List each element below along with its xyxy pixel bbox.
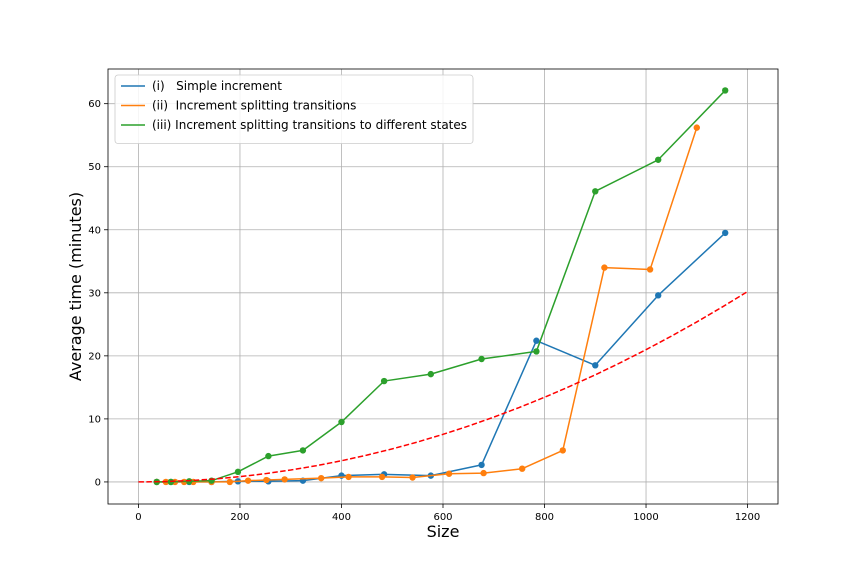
y-axis-title: Average time (minutes) xyxy=(66,192,85,381)
y-tick-label: 0 xyxy=(95,477,101,488)
series-2-point xyxy=(244,477,252,484)
series-2 xyxy=(153,124,700,486)
legend-label: (iii) Increment splitting transitions to… xyxy=(152,118,467,132)
axis-ticks: 0 200 400 600 800 1000 1200 0 10 20 30 40 50 60 xyxy=(88,99,760,523)
series-2-point xyxy=(480,469,487,477)
series-1-line xyxy=(156,232,726,483)
series-layer xyxy=(138,87,748,486)
series-3-point xyxy=(234,468,242,476)
series-2-point xyxy=(226,478,234,486)
series-3-point xyxy=(299,447,307,454)
series-4 xyxy=(138,290,748,483)
legend-item: (iii) Increment splitting transitions to… xyxy=(121,118,467,132)
series-1-point xyxy=(478,461,485,469)
series-1-point xyxy=(533,337,540,344)
legend-label: (i) Simple increment xyxy=(152,79,282,93)
y-tick-label: 20 xyxy=(88,351,101,362)
series-2-point xyxy=(263,476,270,484)
series-2-point xyxy=(317,474,325,482)
series-2-point xyxy=(445,470,453,477)
series-2-point xyxy=(601,264,608,271)
y-tick-label: 60 xyxy=(88,99,101,110)
trend-curve xyxy=(138,290,748,483)
series-3-point xyxy=(592,188,599,195)
x-tick-label: 600 xyxy=(433,512,452,523)
series-2-point xyxy=(559,447,566,454)
legend: (i) Simple increment (ii) Increment split… xyxy=(114,74,474,144)
series-1-point xyxy=(592,362,599,369)
legend-box xyxy=(114,74,474,144)
x-tick-label: 200 xyxy=(230,512,249,523)
series-3-point xyxy=(655,156,662,163)
series-3-line xyxy=(156,89,726,483)
series-3-point xyxy=(265,452,272,460)
series-2-point xyxy=(518,465,526,472)
x-tick-label: 400 xyxy=(332,512,351,523)
series-1-point xyxy=(655,292,662,299)
series-3-point xyxy=(380,377,388,385)
legend-item: (i) Simple increment xyxy=(121,79,282,93)
series-2-point xyxy=(345,473,352,481)
x-tick-label: 0 xyxy=(135,512,141,523)
series-3-point xyxy=(533,348,540,355)
series-2-point xyxy=(281,476,288,483)
series-3-point xyxy=(478,355,485,363)
series-3-point xyxy=(722,87,729,94)
series-2-point xyxy=(378,473,386,481)
series-3-point xyxy=(338,418,345,426)
legend-label: (ii) Increment splitting transitions xyxy=(152,99,356,113)
y-tick-label: 10 xyxy=(88,414,101,425)
legend-item: (ii) Increment splitting transitions xyxy=(121,99,356,113)
series-2-point xyxy=(646,266,654,273)
series-2-point xyxy=(693,124,700,131)
x-axis-title: Size xyxy=(427,522,460,541)
x-tick-label: 1200 xyxy=(735,512,760,523)
y-tick-label: 30 xyxy=(88,288,101,299)
series-1-point xyxy=(722,229,729,237)
series-3 xyxy=(153,87,729,486)
y-tick-label: 50 xyxy=(88,162,101,173)
series-2-point xyxy=(409,474,416,481)
y-tick-label: 40 xyxy=(88,225,101,236)
series-3-point xyxy=(427,370,435,378)
x-tick-label: 800 xyxy=(535,512,554,523)
x-tick-label: 1000 xyxy=(633,512,658,523)
